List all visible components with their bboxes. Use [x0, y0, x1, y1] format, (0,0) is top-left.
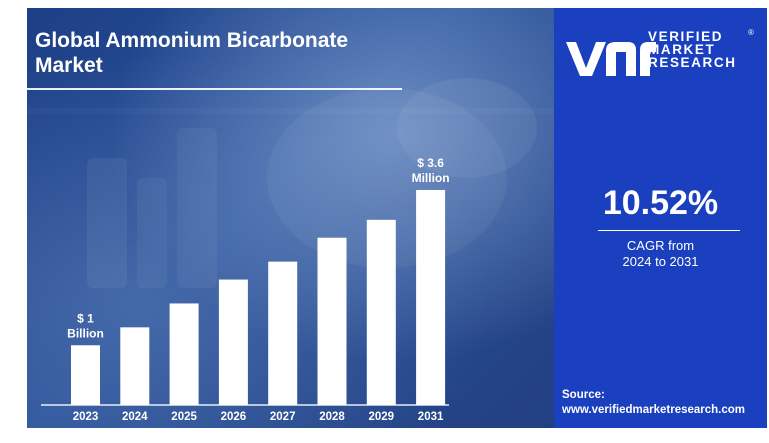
- brand-panel: VERIFIED MARKET RESEARCH ® 10.52% CAGR f…: [554, 8, 767, 428]
- bar-2025: [169, 303, 199, 405]
- cagr-divider: [598, 230, 740, 231]
- data-label-2031-unit: Million: [412, 171, 450, 185]
- chart-title-line1: Global Ammonium Bicarbonate: [35, 29, 349, 52]
- data-label-2023-unit: Billion: [67, 326, 104, 340]
- brand-line-research: RESEARCH: [648, 55, 737, 70]
- cagr-label: CAGR from 2024 to 2031: [554, 238, 767, 270]
- title-underline: [27, 88, 402, 90]
- registered-mark: ®: [748, 28, 754, 37]
- bar-2023: [71, 345, 100, 405]
- x-tick-label-2031: 2031: [418, 411, 444, 423]
- x-tick-label-2025: 2025: [171, 411, 197, 423]
- chart-panel: Global Ammonium Bicarbonate Market 2023 $…: [27, 8, 554, 428]
- data-label-2023-value: $ 1: [77, 311, 94, 325]
- x-tick-label-2024: 2024: [122, 411, 148, 423]
- x-tick-label-2029: 2029: [369, 411, 395, 423]
- x-tick-label-2023: 2023: [73, 411, 99, 423]
- source-url: www.verifiedmarketresearch.com: [562, 404, 746, 416]
- cagr-value: 10.52%: [602, 184, 719, 222]
- data-label-2031-value: $ 3.6: [417, 156, 444, 170]
- source-label: Source:: [562, 389, 605, 401]
- vmr-logo-icon: [566, 42, 656, 76]
- brand-name: VERIFIED MARKET RESEARCH: [648, 29, 737, 70]
- brand-line-verified: VERIFIED: [648, 29, 724, 44]
- lab-background-illustration: [87, 78, 537, 288]
- cagr-label-line1: CAGR from: [626, 238, 695, 253]
- brand-line-market: MARKET: [648, 42, 716, 57]
- bar-2024: [120, 327, 150, 405]
- bar-2029: [366, 219, 396, 405]
- x-tick-label-2026: 2026: [221, 411, 247, 423]
- bar-2026: [218, 279, 248, 405]
- bar-2031: [416, 189, 446, 405]
- x-tick-label-2028: 2028: [319, 411, 345, 423]
- chart-title: Global Ammonium Bicarbonate Market: [35, 28, 435, 78]
- x-tick-label-2027: 2027: [270, 411, 296, 423]
- cagr-label-line2: 2024 to 2031: [622, 254, 699, 269]
- chart-title-line2: Market: [35, 54, 103, 77]
- bar-2027: [268, 261, 298, 405]
- bar-2028: [317, 237, 347, 405]
